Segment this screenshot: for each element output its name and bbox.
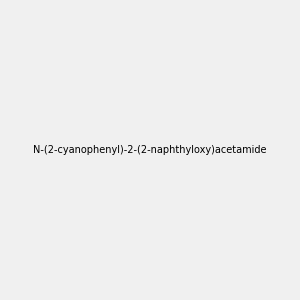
Text: N-(2-cyanophenyl)-2-(2-naphthyloxy)acetamide: N-(2-cyanophenyl)-2-(2-naphthyloxy)aceta… <box>33 145 267 155</box>
